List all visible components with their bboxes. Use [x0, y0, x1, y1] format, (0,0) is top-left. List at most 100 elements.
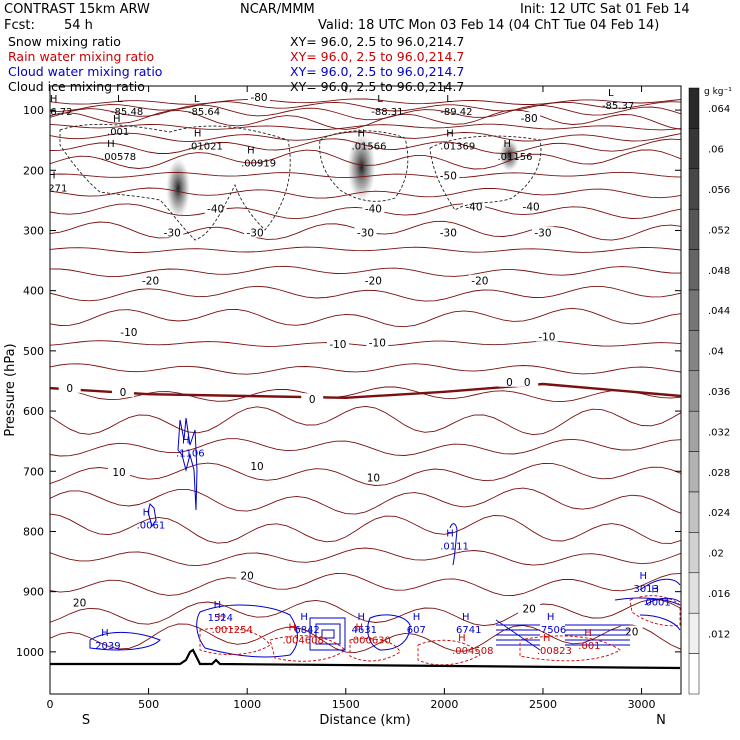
y-tick-label: 700 — [23, 465, 44, 478]
xy-snow: XY= 96.0, 2.5 to 96.0,214.7 — [290, 34, 464, 49]
contour-label-bg — [244, 226, 267, 238]
maximum-marker: H — [413, 612, 421, 623]
legend-snow: Snow mixing ratio — [8, 34, 121, 49]
temperature-contour-label: 0 — [309, 394, 316, 406]
maximum-marker: H — [247, 145, 255, 156]
colorbar-swatch — [688, 532, 700, 574]
temperature-contour — [50, 438, 681, 457]
legend-rain: Rain water mixing ratio — [8, 49, 154, 64]
colorbar-swatch — [688, 491, 700, 533]
temperature-contour — [50, 131, 681, 143]
contour-label-bg — [437, 169, 460, 181]
max-labels: H 86.72 L -85.48 L -85.64 L -88.31 L -89.42 L -85.3… — [50, 88, 671, 657]
temperature-contour — [50, 171, 681, 179]
y-tick-label: 1000 — [16, 646, 44, 659]
maximum-value-label: 3013 — [634, 584, 659, 595]
contour-label-bg — [248, 91, 271, 103]
colorbar-swatch — [688, 128, 700, 170]
colorbar-label: .044 — [708, 306, 730, 317]
contour-label-bg — [236, 569, 259, 581]
contour-label-bg — [139, 274, 162, 286]
maximum-marker: H — [143, 508, 151, 519]
maximum-marker: H — [640, 571, 648, 582]
temperature-contour-label: 10 — [367, 472, 380, 484]
maximum-marker: H — [101, 628, 109, 639]
x-axis-label: Distance (km) — [319, 713, 410, 728]
temperature-contour-label: 20 — [625, 627, 638, 639]
maximum-value-label: .000630 — [350, 636, 391, 647]
y-tick-label: 200 — [23, 164, 44, 177]
contour-label-bg — [518, 112, 541, 124]
maximum-value-label: .001 — [578, 641, 600, 652]
colorbar-label: .012 — [708, 629, 730, 640]
colorbar-swatch — [688, 208, 700, 250]
maximum-value-label: 0001 — [645, 598, 670, 609]
temperature-contour — [50, 101, 681, 112]
contour-label-bg — [301, 393, 324, 405]
model-title: CONTRAST 15km ARW — [4, 2, 150, 17]
colorbar-swatch — [688, 289, 700, 331]
maximum-value-label: -89.42 — [440, 107, 472, 118]
y-tick-label: 400 — [23, 285, 44, 298]
contour-label-bg — [362, 274, 385, 286]
temperature-contours: -80-80-50-40 -40 -40 -40-30 -30 -30 -30 -30-20-… — [50, 91, 681, 654]
temperature-contour-label: 0 — [524, 377, 531, 389]
maximum-value-label: .00919 — [241, 158, 276, 169]
maximum-marker: H — [182, 435, 190, 446]
x-tick-label: 2000 — [430, 698, 458, 711]
temperature-contour — [50, 487, 681, 515]
contour-label-bg — [520, 200, 543, 212]
maximum-marker: H — [356, 623, 364, 634]
contour-label-bg — [246, 460, 269, 472]
maximum-marker: H — [113, 114, 121, 125]
maximum-value-label: .00578 — [101, 152, 136, 163]
maximum-value-label: 1524 — [208, 613, 233, 624]
temperature-contour-label: -40 — [523, 202, 540, 214]
maximum-marker: H — [214, 600, 222, 611]
contour-label-bg — [204, 202, 227, 214]
maximum-marker: H — [543, 633, 551, 644]
colorbar-swatch — [688, 330, 700, 372]
colorbar-swatch — [688, 410, 700, 452]
temperature-contour-label: -30 — [357, 227, 374, 239]
colorbar-label: .04 — [708, 347, 724, 358]
contour-label-bg — [531, 226, 554, 238]
temperature-contour — [50, 123, 681, 131]
colorbar-swatch — [688, 653, 700, 695]
maximum-marker: H — [446, 529, 454, 540]
maximum-marker: H — [107, 139, 115, 150]
valid-time: Valid: 18 UTC Mon 03 Feb 14 (04 ChT Tue … — [318, 18, 659, 33]
temperature-contour — [50, 386, 681, 403]
colorbar-label: .06 — [708, 145, 724, 156]
temperature-contour-label: -80 — [250, 92, 267, 104]
maximum-value-label: .0111 — [440, 542, 469, 553]
ice-shading-layer — [166, 133, 520, 219]
temperature-contour — [50, 547, 681, 567]
maximum-value-label: 4631 — [352, 625, 377, 636]
ice-maximum-shading — [166, 158, 191, 219]
maximum-value-label: -88.31 — [371, 107, 403, 118]
y-tick-label: 500 — [23, 345, 44, 358]
maximum-marker: H — [547, 612, 555, 623]
temperature-contour-label: -50 — [440, 170, 457, 182]
temperature-contour-label: -10 — [538, 332, 555, 344]
colorbar-label: .036 — [708, 387, 730, 398]
x-tick-label: 1500 — [332, 698, 360, 711]
maximum-value-label: .004508 — [452, 646, 493, 657]
plot-frame — [49, 85, 682, 695]
contour-label-bg — [437, 226, 460, 238]
maximum-value-label: .1106 — [176, 448, 205, 459]
maximum-value-label: .001254 — [212, 625, 253, 636]
maximum-value-label: .01156 — [497, 152, 532, 163]
maximum-marker: H — [50, 94, 58, 105]
colorbar-label: .016 — [708, 589, 730, 600]
temperature-contour-label: -30 — [164, 227, 181, 239]
temperature-contour-label: 20 — [241, 571, 254, 583]
maximum-marker: H — [584, 628, 592, 639]
temperature-contour-label: -20 — [471, 276, 488, 288]
y-axis-label: Pressure (hPa) — [3, 343, 18, 436]
colorbar-label: .048 — [708, 266, 730, 277]
maximum-value-label: 607 — [407, 625, 426, 636]
maximum-value-label: 7506 — [541, 625, 566, 636]
